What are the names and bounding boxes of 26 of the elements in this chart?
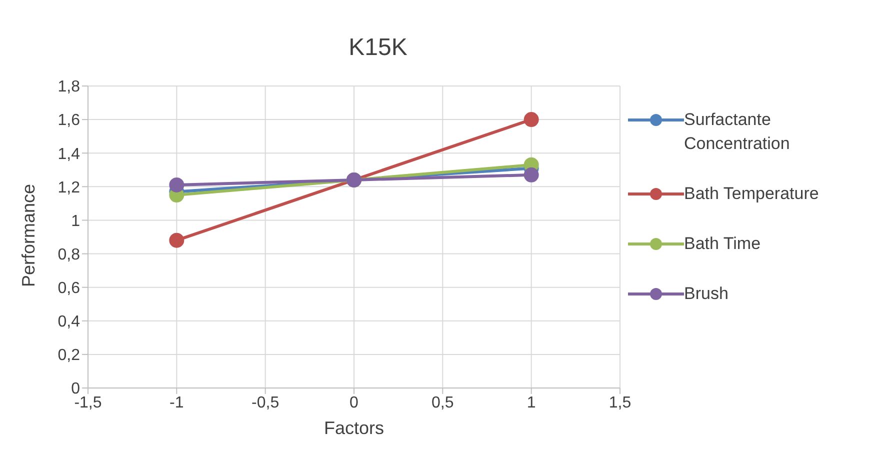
point — [169, 177, 184, 192]
y-tick-label: 1 — [71, 212, 80, 230]
y-tick-label: 0,8 — [58, 246, 80, 264]
y-tick-label: 1,6 — [58, 112, 80, 130]
y-tick-label: 0,6 — [58, 280, 80, 298]
y-tick-label: 0,4 — [58, 314, 80, 331]
x-tick-label: 1 — [526, 394, 536, 412]
y-tick-label: 1,2 — [58, 179, 80, 196]
x-axis-title: Factors — [324, 418, 384, 438]
y-axis-title: Performance — [18, 184, 38, 287]
chart-title: K15K — [348, 34, 408, 62]
y-tick-label: 0,2 — [58, 347, 80, 364]
y-tick-label: 1,4 — [58, 146, 80, 163]
x-tick-label: -1 — [170, 394, 184, 412]
x-tick-label: 0 — [350, 394, 359, 412]
legend-label: Brush — [684, 283, 730, 305]
point — [524, 167, 539, 182]
y-tick-label: 1,8 — [58, 78, 80, 96]
point — [169, 232, 184, 248]
legend-label: Bath Time — [684, 233, 762, 255]
legend-label: Surfactante Concentration — [684, 109, 791, 155]
legend-label: Bath Temperature — [684, 183, 820, 205]
x-tick-label: -0,5 — [252, 394, 280, 412]
x-tick-label: 0,5 — [432, 394, 454, 412]
x-tick-label: 1,5 — [608, 394, 632, 412]
point — [524, 112, 539, 128]
